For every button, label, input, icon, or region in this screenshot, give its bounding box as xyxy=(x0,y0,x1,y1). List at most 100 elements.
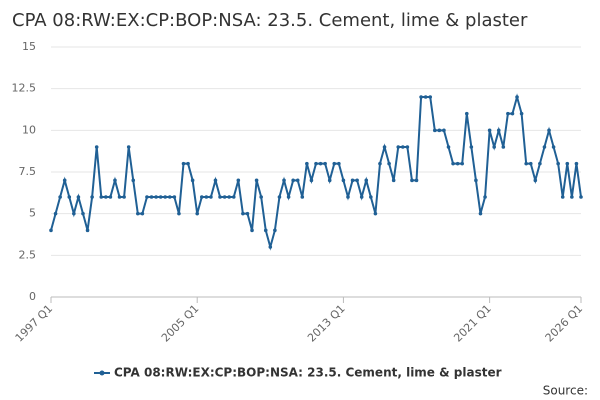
point xyxy=(401,145,405,149)
point xyxy=(560,195,565,199)
point xyxy=(337,161,341,166)
point xyxy=(126,145,131,149)
point xyxy=(369,195,373,199)
point xyxy=(218,195,222,199)
point xyxy=(327,178,332,183)
point xyxy=(227,195,231,199)
point xyxy=(492,145,496,149)
point xyxy=(286,195,291,199)
point xyxy=(213,178,218,183)
point xyxy=(154,195,158,199)
point xyxy=(62,178,67,183)
point xyxy=(99,195,104,199)
point xyxy=(446,145,451,149)
point xyxy=(460,161,465,166)
y-tick-label: 7.5 xyxy=(19,165,37,178)
point xyxy=(496,128,501,133)
point xyxy=(117,195,122,199)
point xyxy=(85,228,90,233)
point xyxy=(72,211,76,216)
point xyxy=(236,178,241,183)
point xyxy=(177,211,181,216)
point xyxy=(538,161,542,166)
point xyxy=(277,195,282,199)
point xyxy=(231,195,236,199)
point xyxy=(551,145,556,149)
point xyxy=(58,195,62,199)
point xyxy=(579,195,583,199)
x-tick-label: 2005 Q1 xyxy=(159,302,202,345)
point xyxy=(149,195,154,199)
y-tick-label: 2.5 xyxy=(19,248,37,261)
point xyxy=(396,145,401,149)
x-tick-label: 2026 Q1 xyxy=(543,302,586,345)
point xyxy=(300,195,305,199)
point xyxy=(346,195,350,199)
point xyxy=(273,228,277,233)
point xyxy=(163,195,168,199)
point xyxy=(451,161,455,166)
point xyxy=(528,161,533,166)
point xyxy=(437,128,442,133)
point xyxy=(295,178,300,183)
y-tick-label: 15 xyxy=(22,40,36,53)
point xyxy=(487,128,492,133)
point xyxy=(387,161,391,166)
point xyxy=(323,161,327,166)
point xyxy=(391,178,396,183)
point xyxy=(483,195,487,199)
point xyxy=(136,211,140,216)
point xyxy=(556,161,560,166)
point xyxy=(94,145,99,149)
point xyxy=(364,178,369,183)
y-tick-label: 10 xyxy=(22,123,36,136)
point xyxy=(245,211,250,216)
legend-marker xyxy=(99,370,105,376)
point xyxy=(355,178,359,183)
point xyxy=(547,128,551,133)
point xyxy=(510,111,515,116)
point xyxy=(204,195,209,199)
point xyxy=(478,211,483,216)
point xyxy=(410,178,414,183)
point xyxy=(501,145,506,149)
y-tick-label: 12.5 xyxy=(12,82,37,95)
point xyxy=(108,195,113,199)
point xyxy=(268,245,273,249)
point xyxy=(81,211,85,216)
legend-label: CPA 08:RW:EX:CP:BOP:NSA: 23.5. Cement, l… xyxy=(114,366,502,380)
point xyxy=(350,178,355,183)
point xyxy=(122,195,126,199)
point xyxy=(67,195,72,199)
point xyxy=(455,161,460,166)
point xyxy=(195,211,200,216)
point xyxy=(104,195,108,199)
point xyxy=(158,195,163,199)
point xyxy=(359,195,364,199)
point xyxy=(172,195,177,199)
y-tick-label: 5 xyxy=(29,207,36,220)
point xyxy=(209,195,213,199)
point xyxy=(263,228,268,233)
point xyxy=(186,161,190,166)
point xyxy=(190,178,195,183)
point xyxy=(519,111,524,116)
point xyxy=(442,128,446,133)
point xyxy=(414,178,419,183)
point xyxy=(542,145,547,149)
point xyxy=(254,178,259,183)
point xyxy=(131,178,136,183)
point xyxy=(181,161,186,166)
point xyxy=(332,161,337,166)
point xyxy=(474,178,478,183)
point xyxy=(341,178,346,183)
point xyxy=(533,178,538,183)
point xyxy=(145,195,149,199)
x-tick-label: 1997 Q1 xyxy=(13,302,56,345)
point xyxy=(318,161,323,166)
point xyxy=(49,228,53,233)
point xyxy=(428,95,433,99)
chart-title: CPA 08:RW:EX:CP:BOP:NSA: 23.5. Cement, l… xyxy=(12,10,528,31)
point xyxy=(574,161,579,166)
point xyxy=(241,211,245,216)
